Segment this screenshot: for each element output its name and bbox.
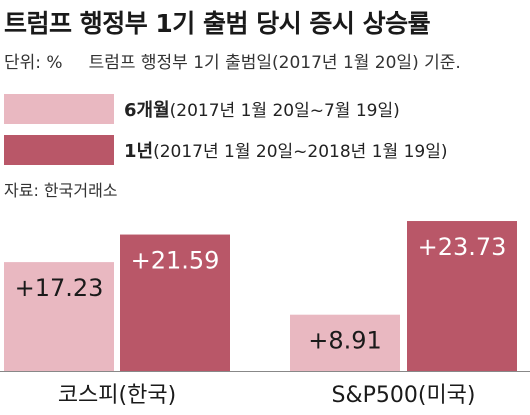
legend-item-1-year: 1년(2017년 1월 20일~2018년 1월 19일)	[4, 135, 447, 165]
data-label-kospi-1-year: +21.59	[131, 247, 220, 275]
legend-range-1-year: (2017년 1월 20일~2018년 1월 19일)	[153, 142, 448, 162]
legend-label-1-year: 1년	[124, 141, 154, 162]
category-label-sp500: S&P500(미국)	[331, 383, 475, 408]
bar-kospi-6-months	[4, 262, 114, 371]
source-note: 자료: 한국거래소	[4, 181, 118, 200]
legend-swatch-1-year	[4, 135, 114, 165]
legend-swatch-6-months	[4, 94, 114, 124]
legend-item-6-months: 6개월(2017년 1월 20일~7월 19일)	[4, 94, 400, 124]
unit-note-row: 단위: % 트럼프 행정부 1기 출범일(2017년 1월 20일) 기준.	[4, 48, 461, 73]
legend-range-6-months: (2017년 1월 20일~7월 19일)	[169, 101, 400, 121]
data-label-sp500-1-year: +23.73	[418, 233, 507, 261]
bar-sp500-1-year	[407, 221, 517, 371]
category-label-kospi: 코스피(한국)	[58, 383, 176, 408]
data-label-sp500-6-months: +8.91	[308, 327, 382, 355]
bar-sp500-6-months	[290, 314, 400, 371]
legend-label-6-months: 6개월	[124, 100, 170, 121]
bar-kospi-1-year	[120, 234, 230, 371]
unit-label: 단위: %	[4, 53, 63, 73]
chart-title: 트럼프 행정부 1기 출범 당시 증시 상승률	[4, 9, 431, 38]
base-date-note: 트럼프 행정부 1기 출범일(2017년 1월 20일) 기준.	[88, 53, 461, 73]
data-label-kospi-6-months: +17.23	[15, 274, 104, 302]
